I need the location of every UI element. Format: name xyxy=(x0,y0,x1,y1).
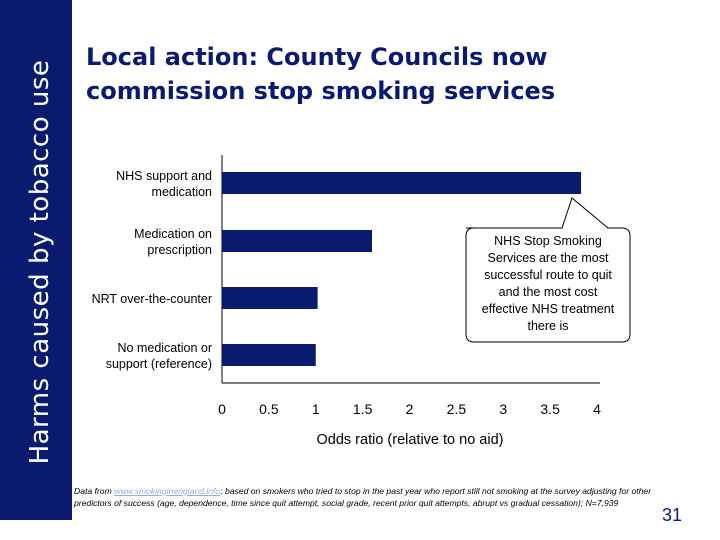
x-tick-label-6: 3 xyxy=(499,401,507,417)
page-number: 31 xyxy=(662,505,683,525)
category-label-1: NHS support and medication xyxy=(116,169,212,199)
source-footnote: Data from www.smokinginengland.info; bas… xyxy=(74,485,654,509)
source-link[interactable]: www.smokinginengland.info xyxy=(114,486,221,496)
x-tick-label-0: 0 xyxy=(218,401,226,417)
slide-title: Local action: County Councils now commis… xyxy=(86,43,556,105)
bar-3 xyxy=(222,287,318,309)
footnote-text: ; based on smokers who tried to stop in … xyxy=(74,486,652,508)
category-label-4: No medication or support (reference) xyxy=(106,341,212,371)
sidebar-banner: Harms caused by tobacco use xyxy=(0,0,72,520)
x-tick-label-4: 2 xyxy=(406,401,414,417)
odds-ratio-bar-chart: NHS support and medication Medication on pr… xyxy=(92,155,631,448)
category-label-2: Medication on prescription xyxy=(134,227,212,257)
x-tick-label-3: 1.5 xyxy=(353,401,373,417)
bar-4 xyxy=(222,344,316,366)
x-tick-label-7: 3.5 xyxy=(540,401,560,417)
x-axis-title: Odds ratio (relative to no aid) xyxy=(317,432,504,448)
category-label-3: NRT over-the-counter xyxy=(92,292,212,306)
x-tick-label-2: 1 xyxy=(312,401,320,417)
callout-text: NHS Stop Smoking Services are the most suc… xyxy=(482,234,615,333)
footnote-prefix: Data from xyxy=(74,486,115,496)
x-tick-label-5: 2.5 xyxy=(447,401,467,417)
callout-bubble xyxy=(465,197,631,343)
bar-1 xyxy=(222,172,582,194)
x-tick-label-1: 0.5 xyxy=(259,401,279,417)
bar-2 xyxy=(222,230,372,252)
x-tick-label-8: 4 xyxy=(593,401,601,417)
